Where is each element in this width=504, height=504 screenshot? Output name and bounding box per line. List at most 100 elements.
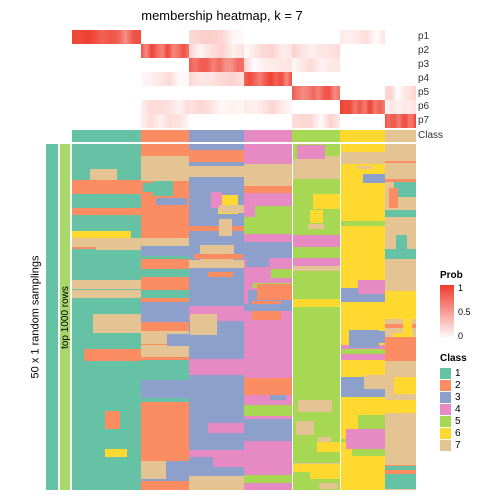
class-swatch	[440, 392, 451, 403]
class-swatch	[440, 368, 451, 379]
prob-seg	[244, 100, 292, 114]
prob-seg	[72, 114, 141, 128]
prob-seg	[385, 114, 416, 128]
heatmap-col	[385, 144, 416, 490]
prob-legend-title: Prob	[440, 270, 498, 281]
prob-seg	[189, 114, 244, 128]
class-legend-label: 1	[455, 368, 461, 379]
side-label-outer: 50 x 1 random samplings	[28, 144, 42, 490]
prob-row-label: p7	[418, 114, 440, 128]
heatmap-vline	[340, 144, 341, 490]
heatmap-stripe	[385, 340, 416, 361]
class-legend-label: 7	[455, 440, 461, 451]
heatmap-stripe	[72, 180, 141, 194]
prob-seg	[385, 100, 416, 114]
class-seg	[385, 130, 416, 142]
heatmap-stripe	[296, 421, 314, 435]
heatmap-stripe	[96, 242, 141, 250]
prob-tick: 1	[458, 283, 471, 293]
heatmap-stripe	[189, 260, 244, 268]
heatmap-stripe	[219, 219, 232, 236]
class-swatch	[440, 404, 451, 415]
heatmap-stripe	[244, 405, 292, 416]
heatmap-stripe	[141, 269, 189, 277]
class-legend-label: 2	[455, 380, 461, 391]
class-swatch	[440, 380, 451, 391]
class-legend-title: Class	[440, 353, 498, 364]
prob-row-p5: p5	[72, 86, 416, 100]
heatmap-stripe	[244, 378, 292, 396]
prob-seg	[292, 58, 340, 72]
prob-seg	[189, 58, 244, 72]
heatmap-col	[72, 144, 141, 490]
prob-seg	[292, 72, 340, 86]
heatmap-col	[244, 144, 292, 490]
prob-row-label: p6	[418, 100, 440, 114]
heatmap-stripe	[340, 221, 385, 226]
prob-row-label: p1	[418, 30, 440, 44]
heatmap-stripe	[358, 280, 385, 295]
prob-seg	[141, 114, 189, 128]
heatmap-stripe	[208, 272, 233, 277]
heatmap-stripe	[167, 334, 189, 346]
prob-seg	[72, 44, 141, 58]
prob-seg	[292, 30, 340, 44]
prob-seg	[385, 86, 416, 100]
side-annotation-outer-bar	[46, 144, 58, 490]
heatmap-stripe	[340, 349, 385, 353]
prob-row-label: p3	[418, 58, 440, 72]
prob-seg	[141, 100, 189, 114]
heatmap-stripe	[363, 174, 385, 183]
prob-seg	[189, 100, 244, 114]
heatmap-stripe	[385, 400, 416, 413]
prob-row-label: p2	[418, 44, 440, 58]
class-legend-item: 5	[440, 416, 498, 427]
heatmap-stripe	[72, 208, 141, 215]
heatmap-stripe	[143, 183, 158, 192]
heatmap-stripe	[292, 302, 340, 307]
heatmap-stripe	[141, 360, 189, 380]
heatmap-stripe	[357, 166, 372, 170]
prob-seg	[72, 58, 141, 72]
prob-seg	[340, 58, 385, 72]
heatmap-col	[340, 144, 385, 490]
heatmap-stripe	[84, 349, 141, 361]
class-legend-label: 5	[455, 416, 461, 427]
class-legend-item: 3	[440, 392, 498, 403]
prob-ticks: 1 0.5 0	[458, 283, 471, 341]
heatmap-vline	[292, 144, 293, 490]
heatmap-stripe	[292, 235, 340, 248]
heatmap-stripe	[219, 205, 244, 213]
prob-seg	[340, 114, 385, 128]
class-legend-item: 7	[440, 440, 498, 451]
heatmap-stripe	[349, 330, 379, 348]
heatmap-col	[292, 144, 340, 490]
heatmap-stripe	[340, 152, 385, 164]
heatmap-stripe	[246, 246, 269, 267]
class-seg	[141, 130, 189, 142]
prob-seg	[244, 86, 292, 100]
heatmap-stripe	[403, 318, 413, 336]
class-legend-item: 6	[440, 428, 498, 439]
heatmap-stripe	[189, 226, 244, 230]
prob-row-label: p4	[418, 72, 440, 86]
heatmap-stripe	[213, 453, 244, 466]
heatmap-stripe	[141, 378, 189, 398]
heatmap-stripe	[208, 423, 244, 433]
prob-row-p2: p2	[72, 44, 416, 58]
prob-seg	[141, 30, 189, 44]
heatmap-stripe	[189, 166, 244, 177]
heatmap-stripe	[292, 159, 340, 179]
heatmap-stripe	[271, 269, 293, 279]
heatmap-stripe	[292, 266, 340, 271]
heatmap-stripe	[298, 400, 332, 413]
class-legend-item: 4	[440, 404, 498, 415]
class-swatch	[440, 428, 451, 439]
heatmap-stripe	[394, 377, 416, 394]
heatmap-stripe	[364, 375, 385, 389]
heatmap-body	[72, 144, 416, 490]
heatmap-col	[189, 144, 244, 490]
prob-seg	[385, 30, 416, 44]
heatmap-stripe	[244, 419, 292, 435]
class-seg	[292, 130, 340, 142]
